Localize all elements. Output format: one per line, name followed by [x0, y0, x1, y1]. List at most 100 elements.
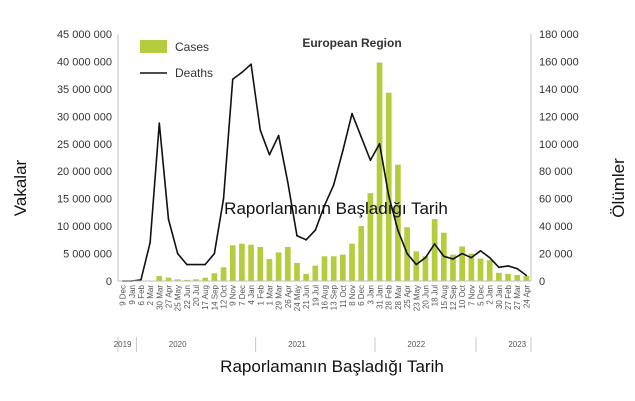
- x-tick-label: 1 Mar: [265, 285, 274, 306]
- cases-bar: [422, 256, 429, 281]
- x-tick-label: 29 Mar: [275, 285, 284, 310]
- x-tick-label: 8 Nov: [348, 285, 357, 306]
- x-tick-label: 2 Jan: [486, 285, 495, 305]
- cases-bar: [156, 276, 163, 281]
- cases-bar: [376, 62, 383, 281]
- y-left-tick-label: 20 000 000: [57, 166, 112, 178]
- cases-bar: [248, 244, 254, 281]
- deaths-point: [443, 255, 445, 258]
- y-left-tick-label: 35 000 000: [57, 84, 112, 96]
- left-axis-ticks: 0 5 000 000 10 000 000 15 000 000 20 000 000…: [57, 29, 112, 288]
- x-tick-label: 9 Jan: [128, 285, 137, 305]
- deaths-point: [369, 159, 372, 162]
- cases-bar: [294, 262, 300, 281]
- cases-bar: [496, 272, 502, 281]
- x-tick-label: 4 Jan: [247, 285, 256, 305]
- y-right-tick-label: 80 000: [539, 166, 573, 178]
- deaths-point: [176, 252, 179, 255]
- x-tick-label: 17 Aug: [201, 285, 210, 310]
- deaths-point: [204, 263, 206, 266]
- deaths-point: [158, 122, 161, 124]
- deaths-point: [149, 241, 151, 244]
- deaths-point: [452, 258, 454, 260]
- cases-bar: [349, 243, 355, 281]
- cases-bar: [303, 273, 309, 281]
- cases-bar: [174, 279, 181, 281]
- deaths-point: [424, 256, 427, 259]
- y-left-tick-label: 15 000 000: [57, 194, 112, 206]
- year-label: 2020: [169, 340, 187, 349]
- cases-bar: [183, 279, 190, 281]
- overlay-annotation: Raporlamanın Başladığı Tarih: [224, 199, 448, 218]
- cases-bar: [266, 259, 273, 281]
- cases-bar: [275, 252, 282, 281]
- x-tick-label: 11 Oct: [339, 284, 348, 308]
- x-tick-label: 27 Apr: [164, 285, 173, 308]
- x-tick-label: 27 Feb: [504, 284, 513, 309]
- cases-bar: [312, 265, 319, 281]
- y-right-tick-label: 180 000: [539, 29, 579, 41]
- cases-bar: [202, 277, 209, 281]
- cases-bar: [385, 92, 392, 281]
- deaths-point: [332, 184, 335, 186]
- year-label: 2021: [288, 340, 306, 349]
- deaths-point: [268, 153, 271, 156]
- cases-bar: [284, 246, 291, 281]
- deaths-point: [360, 136, 363, 138]
- deaths-point: [415, 263, 418, 266]
- y-right-tick-label: 60 000: [539, 194, 573, 206]
- x-tick-label: 5 Dec: [477, 285, 486, 306]
- y-right-tick-label: 100 000: [539, 139, 579, 151]
- deaths-point: [195, 263, 197, 266]
- cases-bar: [505, 273, 511, 281]
- x-tick-label: 9 Nov: [229, 285, 238, 306]
- deaths-point: [186, 263, 188, 266]
- deaths-point: [507, 265, 509, 267]
- y-right-tick-label: 120 000: [539, 111, 579, 123]
- deaths-point: [488, 256, 491, 259]
- deaths-point: [213, 252, 216, 255]
- deaths-point: [296, 234, 298, 237]
- y-axis-left-title: Vakalar: [11, 159, 30, 216]
- y-left-tick-label: 5 000 000: [63, 249, 112, 261]
- deaths-point: [323, 204, 326, 207]
- x-tick-label: 12 Sep: [449, 284, 458, 310]
- cases-bar: [477, 258, 484, 281]
- cases-bar: [367, 193, 374, 281]
- legend-label-deaths: Deaths: [175, 66, 213, 80]
- x-tick-label: 24 Apr: [522, 285, 531, 308]
- cases-bar: [450, 254, 456, 281]
- chart-title: European Region: [302, 36, 401, 50]
- x-tick-label: 26 Apr: [284, 285, 293, 308]
- y-right-tick-label: 20 000: [539, 249, 573, 261]
- y-right-tick-label: 0: [539, 276, 545, 288]
- x-tick-label: 25 Apr: [403, 285, 412, 308]
- deaths-point: [525, 274, 528, 277]
- x-tick-label: 10 Oct: [458, 284, 467, 308]
- x-tick-label: 21 Jun: [302, 285, 311, 309]
- x-tick-label: 27 Mar: [513, 285, 522, 310]
- y-left-tick-label: 0: [106, 276, 112, 288]
- cases-bar: [431, 218, 438, 281]
- cases-bar: [257, 246, 264, 281]
- cases-bar: [330, 256, 337, 281]
- x-axis-ticks: 9 Dec 9 Jan 6 Feb 2 Mar 30 Mar 27 Apr 25 May 22…: [119, 284, 532, 311]
- x-tick-label: 28 Mar: [394, 285, 403, 310]
- cases-bar: [321, 256, 328, 281]
- y-right-tick-label: 160 000: [539, 56, 579, 68]
- x-tick-label: 24 May: [293, 285, 302, 311]
- x-tick-label: 22 Jun: [183, 285, 192, 309]
- x-tick-label: 20 Jul: [192, 285, 201, 307]
- deaths-point: [433, 243, 436, 245]
- x-axis-title: Raporlamanın Başladığı Tarih: [220, 357, 444, 376]
- x-tick-label: 7 Nov: [467, 285, 476, 306]
- deaths-point: [286, 181, 289, 183]
- deaths-line: [122, 63, 527, 282]
- deaths-point: [305, 239, 307, 241]
- deaths-point: [387, 195, 390, 197]
- deaths-point: [470, 256, 473, 259]
- deaths-point: [250, 63, 252, 65]
- x-tick-label: 15 Aug: [440, 285, 449, 310]
- x-tick-label: 2 Mar: [146, 285, 155, 306]
- x-tick-label: 16 Aug: [321, 285, 330, 310]
